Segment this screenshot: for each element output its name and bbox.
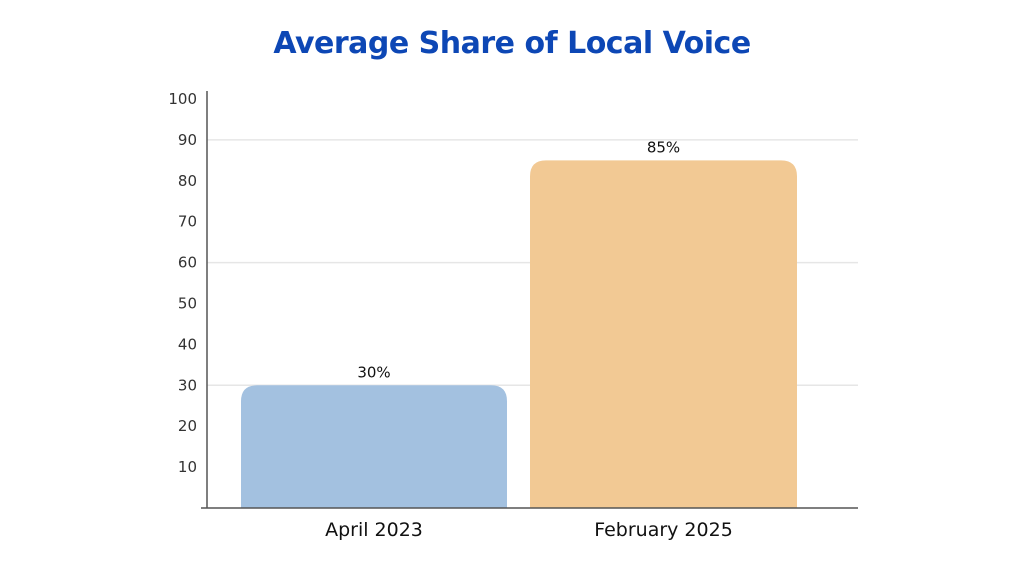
y-tick-label-30: 30 bbox=[178, 376, 197, 394]
x-tick-label-february-2025: February 2025 bbox=[594, 519, 733, 541]
data-label-april-2023: 30% bbox=[357, 363, 390, 381]
y-tick-label-40: 40 bbox=[178, 335, 197, 353]
chart-title: Average Share of Local Voice bbox=[273, 26, 751, 61]
y-tick-label-50: 50 bbox=[178, 295, 197, 313]
y-tick-label-100: 100 bbox=[168, 90, 197, 108]
labels: 30% April 2023 85% February 2025 10 20 30 40 50 6… bbox=[168, 90, 732, 541]
y-tick-label-10: 10 bbox=[178, 458, 197, 476]
y-tick-label-60: 60 bbox=[178, 254, 197, 272]
data-label-february-2025: 85% bbox=[647, 138, 680, 156]
y-tick-label-80: 80 bbox=[178, 172, 197, 190]
x-tick-label-april-2023: April 2023 bbox=[325, 519, 423, 541]
bar-april-2023 bbox=[241, 385, 507, 508]
axes bbox=[201, 91, 858, 509]
y-tick-label-20: 20 bbox=[178, 417, 197, 435]
bars bbox=[241, 160, 797, 508]
bar-february-2025 bbox=[530, 160, 797, 508]
y-tick-label-70: 70 bbox=[178, 213, 197, 231]
y-tick-label-90: 90 bbox=[178, 131, 197, 149]
